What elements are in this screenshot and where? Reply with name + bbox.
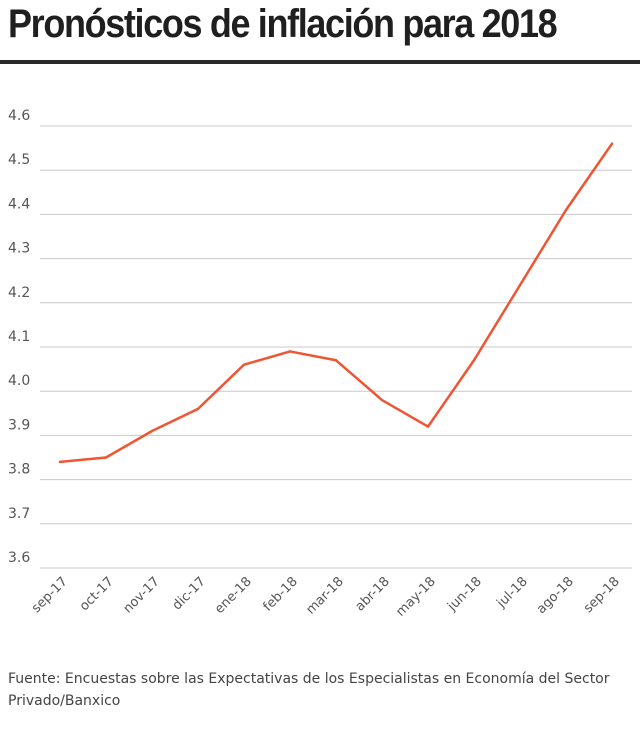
chart-title: Pronósticos de inflación para 2018 [8, 2, 558, 46]
x-tick-label: jul-18 [494, 574, 531, 611]
data-point-abr-18 [380, 398, 384, 402]
data-point-feb-18 [288, 350, 292, 353]
source-note: Fuente: Encuestas sobre las Expectativas… [8, 671, 610, 709]
y-tick-label: 4.4 [8, 196, 30, 212]
y-tick-label: 3.9 [8, 417, 30, 433]
x-tick-label: mar-18 [303, 574, 346, 617]
y-tick-label: 4.6 [8, 108, 30, 124]
y-tick-label: 3.7 [8, 506, 30, 522]
data-point-mar-18 [334, 359, 338, 362]
data-point-dic-17 [196, 407, 200, 411]
x-tick-label: ene-18 [212, 574, 255, 617]
y-axis-tick-labels: 3.6 3.7 3.8 3.9 4.0 4.1 4.2 4.3 4.4 4.5 4.6 [8, 108, 30, 566]
y-tick-label: 4.3 [8, 241, 30, 257]
title-divider [0, 60, 640, 64]
y-tick-label: 3.8 [8, 462, 30, 478]
x-tick-label: dic-17 [170, 574, 209, 613]
gridlines [40, 125, 632, 569]
x-tick-label: nov-17 [121, 574, 163, 616]
data-point-sep-18 [610, 142, 614, 145]
data-point-may-18 [426, 425, 430, 428]
y-tick-label: 3.6 [8, 550, 30, 566]
x-axis-tick-labels: sep-17 oct-17 nov-17 dic-17 ene-18 feb-18 mar-… [29, 574, 623, 619]
y-tick-label: 4.1 [8, 329, 30, 345]
x-tick-label: abr-18 [353, 574, 393, 614]
data-point-sep-17 [58, 460, 62, 464]
x-tick-label: sep-18 [581, 574, 623, 616]
x-tick-label: sep-17 [29, 574, 71, 616]
data-point-jul-18 [518, 283, 522, 287]
y-tick-label: 4.5 [8, 152, 30, 168]
data-point-ene-18 [242, 363, 246, 366]
y-tick-label: 4.2 [8, 285, 30, 301]
x-tick-label: jun-18 [444, 574, 485, 615]
x-tick-label: feb-18 [260, 574, 300, 614]
data-point-oct-17 [104, 456, 108, 459]
inflation-line-chart: 3.6 3.7 3.8 3.9 4.0 4.1 4.2 4.3 4.4 4.5 4.6 sep-17… [8, 108, 632, 620]
x-tick-label: ago-18 [534, 574, 577, 617]
x-tick-label: oct-17 [77, 574, 117, 614]
data-point-nov-17 [150, 429, 154, 433]
data-point-ago-18 [564, 208, 568, 212]
x-tick-label: may-18 [393, 574, 438, 619]
y-tick-label: 4.0 [8, 373, 30, 389]
data-point-jun-18 [472, 359, 476, 362]
